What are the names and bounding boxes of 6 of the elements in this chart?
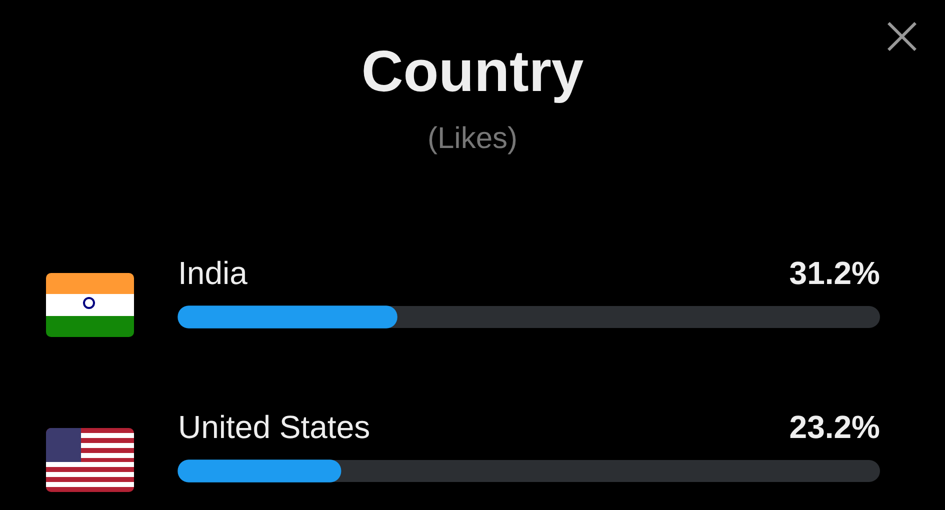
y-tick-label: India bbox=[178, 255, 248, 291]
data-label: 23.2% bbox=[789, 409, 880, 445]
chart-title: Country bbox=[360, 38, 585, 105]
y-tick-label: United States bbox=[178, 409, 370, 445]
chart-subtitle: (Likes) bbox=[426, 122, 518, 156]
data-label: 31.2% bbox=[789, 255, 880, 291]
